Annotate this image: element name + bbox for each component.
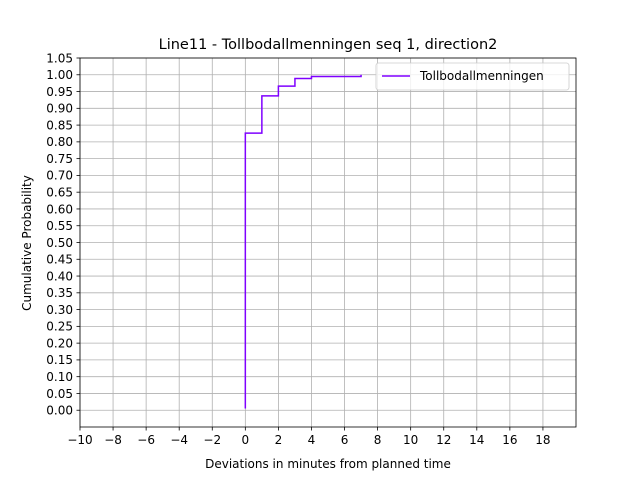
x-tick-label: 10: [403, 433, 418, 447]
y-tick-label: 0.95: [46, 85, 73, 99]
x-tick-label: −6: [137, 433, 155, 447]
y-tick-label: 0.80: [46, 135, 73, 149]
x-tick-label: −10: [67, 433, 92, 447]
y-tick-label: 0.30: [46, 303, 73, 317]
y-tick-label: 0.40: [46, 269, 73, 283]
legend-label: Tollbodallmenningen: [419, 69, 544, 83]
y-tick-label: 0.85: [46, 118, 73, 132]
x-tick-label: 2: [275, 433, 283, 447]
y-tick-label: 1.05: [46, 51, 73, 65]
y-tick-label: 0.45: [46, 253, 73, 267]
y-tick-label: 0.50: [46, 236, 73, 250]
x-tick-label: 8: [374, 433, 382, 447]
x-axis-label: Deviations in minutes from planned time: [205, 457, 451, 471]
x-tick-label: 14: [469, 433, 484, 447]
y-tick-label: 0.20: [46, 336, 73, 350]
x-tick-label: −8: [104, 433, 122, 447]
x-tick-label: −4: [170, 433, 188, 447]
y-tick-label: 0.10: [46, 370, 73, 384]
chart-title: Line11 - Tollbodallmenningen seq 1, dire…: [159, 37, 498, 53]
x-axis-ticks: −10 −8 −6 −4 −2 0 2 4 6 8 10 12 14 16 18: [67, 427, 551, 447]
y-tick-label: 0.60: [46, 202, 73, 216]
series-layer: [244, 74, 362, 409]
legend: Tollbodallmenningen: [375, 62, 570, 91]
y-tick-label: 0.70: [46, 169, 73, 183]
legend-box: [375, 62, 570, 91]
x-tick-label: 4: [308, 433, 316, 447]
x-tick-label: 18: [535, 433, 550, 447]
x-tick-label: 12: [436, 433, 451, 447]
y-tick-label: 0.15: [46, 353, 73, 367]
y-tick-label: 0.90: [46, 102, 73, 116]
y-tick-label: 0.00: [46, 404, 73, 418]
y-tick-label: 1.00: [46, 68, 73, 82]
y-axis-ticks: 0.00 0.05 0.10 0.15 0.20 0.25 0.30 0.35 0.40 0.45…: [46, 51, 80, 418]
x-tick-label: 6: [341, 433, 349, 447]
y-tick-label: 0.35: [46, 286, 73, 300]
x-tick-label: 16: [502, 433, 517, 447]
x-tick-label: 0: [242, 433, 250, 447]
y-tick-label: 0.25: [46, 320, 73, 334]
y-axis-label: Cumulative Probability: [20, 175, 34, 311]
y-tick-label: 0.65: [46, 185, 73, 199]
y-tick-label: 0.05: [46, 387, 73, 401]
y-tick-label: 0.55: [46, 219, 73, 233]
series-line: [244, 74, 362, 409]
x-tick-label: −2: [203, 433, 221, 447]
y-tick-label: 0.75: [46, 152, 73, 166]
